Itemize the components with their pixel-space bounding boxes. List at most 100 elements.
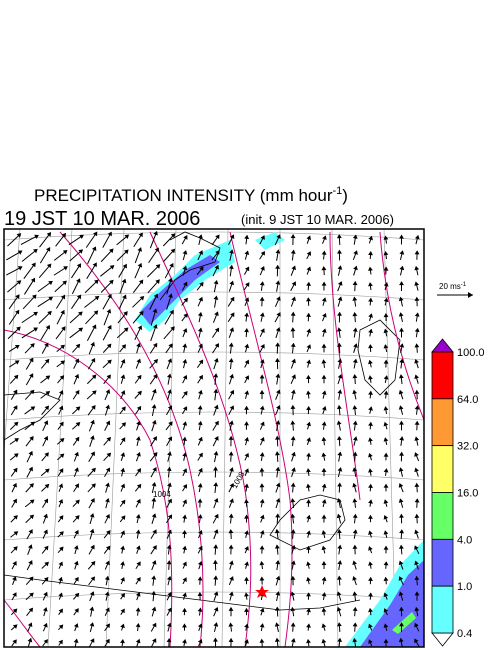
wind-arrowhead [151, 606, 157, 612]
wind-arrowhead [197, 561, 203, 566]
wind-arrowhead [58, 405, 64, 411]
wind-arrowhead [27, 544, 33, 549]
wind-arrowhead [76, 263, 82, 268]
wind-arrowhead [275, 389, 281, 395]
wind-arrowhead [169, 262, 174, 268]
wind-arrow [85, 232, 98, 248]
wind-arrowhead [229, 405, 234, 411]
wind-arrowhead [259, 389, 265, 394]
wind-arrowhead [58, 608, 63, 614]
wind-arrowhead [290, 575, 296, 580]
wind-arrowhead [15, 294, 20, 299]
wind-arrowhead [16, 280, 22, 285]
wind-arrowhead [170, 248, 176, 254]
wind-arrowhead [120, 467, 126, 473]
wind-arrowhead [337, 467, 343, 472]
wind-arrowhead [75, 406, 81, 411]
wind-arrowhead [136, 451, 141, 457]
wind-arrowhead [43, 513, 48, 519]
wind-arrowhead [229, 280, 235, 286]
wind-arrowhead [105, 513, 110, 519]
wind-arrowhead [183, 297, 188, 303]
wind-arrowhead [398, 560, 404, 566]
wind-arrowhead [74, 467, 79, 472]
wind-arrowhead [90, 544, 95, 550]
wind-arrowhead [73, 545, 79, 550]
wind-arrowhead [166, 575, 172, 581]
wind-arrowhead [167, 607, 172, 613]
wind-arrowhead [322, 313, 327, 318]
wind-arrowhead [414, 498, 420, 503]
wind-arrowhead [337, 358, 343, 363]
wind-arrowhead [306, 359, 312, 365]
colorbar-segment [431, 585, 454, 634]
wind-arrowhead [368, 251, 373, 256]
wind-arrowhead [228, 591, 234, 596]
wind-arrowhead [152, 638, 157, 643]
wind-arrowhead [352, 327, 358, 332]
wind-arrowhead [151, 575, 157, 580]
wind-arrowhead [260, 266, 265, 271]
wind-arrowhead [135, 607, 141, 612]
wind-arrowhead [352, 311, 358, 317]
wind-arrowhead [290, 435, 296, 441]
wind-arrowhead [336, 498, 342, 503]
wind-arrowhead [399, 451, 404, 456]
wind-arrowhead [120, 545, 125, 551]
wind-arrowhead [91, 483, 96, 488]
wind-arrowhead [245, 282, 250, 287]
wind-arrowhead [306, 312, 311, 317]
wind-arrowhead [90, 451, 95, 457]
wind-arrowhead [383, 328, 389, 334]
wind-arrowhead [197, 638, 203, 644]
wind-arrowhead [135, 622, 141, 628]
wind-arrowhead [368, 266, 373, 271]
wind-arrowhead [291, 467, 296, 472]
wind-arrowhead [90, 419, 95, 425]
wind-arrowhead [368, 313, 373, 318]
wind-arrowhead [368, 359, 373, 365]
wind-arrowhead [399, 265, 405, 271]
wind-arrowhead [290, 622, 296, 627]
wind-arrowhead [167, 591, 172, 597]
wind-arrowhead [321, 499, 327, 504]
wind-arrowhead [321, 421, 327, 426]
wind-arrowhead [43, 435, 49, 441]
wind-arrowhead [91, 374, 97, 380]
wind-arrowhead [17, 266, 23, 271]
wind-arrowhead [58, 390, 64, 395]
wind-arrowhead [213, 544, 219, 549]
wind-arrowhead [152, 436, 157, 441]
wind-arrowhead [368, 514, 373, 519]
wind-arrowhead [260, 436, 265, 442]
wind-arrowhead [182, 607, 187, 612]
wind-arrowhead [306, 266, 312, 272]
wind-arrowhead [166, 544, 172, 549]
wind-arrowhead [275, 280, 281, 285]
wind-arrowhead [167, 514, 173, 520]
wind-arrowhead [275, 327, 281, 332]
wind-arrowhead [383, 344, 389, 349]
wind-arrowhead [123, 311, 128, 316]
colorbar-label: 1.0 [457, 581, 472, 593]
wind-arrowhead [107, 231, 112, 237]
wind-arrowhead [244, 312, 250, 317]
wind-arrowhead [61, 326, 66, 331]
wind-arrowhead [336, 606, 342, 612]
wind-arrowhead [229, 467, 234, 472]
wind-arrowhead [414, 281, 420, 286]
wind-arrowhead [259, 374, 265, 379]
wind-arrowhead [14, 438, 19, 443]
wind-arrowhead [306, 235, 312, 240]
wind-arrowhead [383, 390, 389, 395]
wind-arrowhead [60, 309, 65, 315]
wind-arrowhead [78, 311, 83, 317]
wind-arrowhead [244, 514, 249, 519]
isobars [4, 231, 424, 647]
wind-arrowhead [336, 404, 342, 410]
wind-arrowhead [12, 592, 17, 597]
wind-arrowhead [352, 529, 358, 534]
wind-arrowhead [105, 467, 111, 473]
colorbar-label: 4.0 [457, 534, 472, 546]
wind-arrowhead [29, 514, 35, 520]
